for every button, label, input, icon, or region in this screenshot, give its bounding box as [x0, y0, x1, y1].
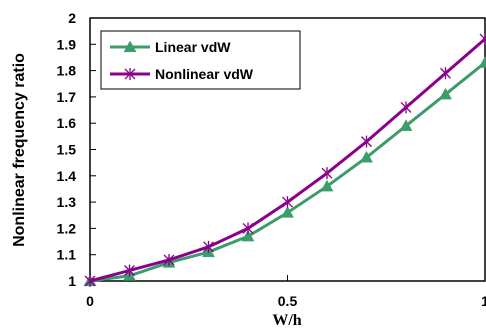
y-tick-label: 1.3	[57, 194, 77, 210]
legend-marker	[124, 68, 136, 80]
y-tick-label: 1.5	[57, 142, 77, 158]
data-point	[439, 87, 452, 100]
y-tick-label: 1.8	[57, 63, 77, 79]
data-point	[242, 222, 254, 235]
x-axis-title: W/h	[272, 312, 301, 329]
x-tick-label: 0.5	[278, 293, 298, 309]
data-point	[320, 179, 334, 192]
y-tick-label: 1	[68, 273, 76, 289]
data-point	[361, 135, 372, 148]
legend-label: Nonlinear vdW	[155, 66, 254, 82]
data-point	[321, 167, 333, 180]
y-tick-label: 1.4	[57, 168, 77, 184]
series-layer	[83, 33, 486, 287]
legend-label: Linear vdW	[155, 39, 231, 55]
data-point	[241, 229, 255, 242]
x-axis-ticks: 0 0.5 1	[86, 275, 486, 309]
y-tick-label: 1.6	[57, 115, 77, 131]
data-point	[203, 240, 214, 253]
data-point	[478, 56, 486, 68]
x-tick-label: 1	[481, 293, 486, 309]
data-point	[163, 253, 175, 266]
y-tick-label: 1.9	[57, 36, 77, 52]
data-point	[440, 67, 451, 80]
data-point	[360, 150, 373, 163]
data-point	[84, 275, 96, 287]
data-point	[282, 196, 293, 209]
data-point	[399, 119, 413, 131]
y-tick-label: 1.7	[57, 89, 77, 105]
y-axis-ticks: 1 1.1 1.2 1.3 1.4 1.5 1.6 1.7 1.8 1.9 2	[57, 10, 96, 289]
data-point	[400, 101, 412, 114]
data-point	[281, 206, 294, 218]
x-tick-label: 0	[86, 293, 94, 309]
legend: Linear vdW Nonlinear vdW	[100, 30, 301, 90]
data-point	[124, 264, 135, 277]
y-tick-label: 1.1	[57, 247, 77, 263]
y-axis-title: Nonlinear frequency ratio	[11, 53, 28, 247]
y-tick-label: 1.2	[57, 220, 77, 236]
y-tick-label: 2	[68, 10, 76, 26]
data-point	[479, 33, 486, 46]
legend-marker	[123, 40, 137, 53]
legend-box	[100, 30, 301, 90]
